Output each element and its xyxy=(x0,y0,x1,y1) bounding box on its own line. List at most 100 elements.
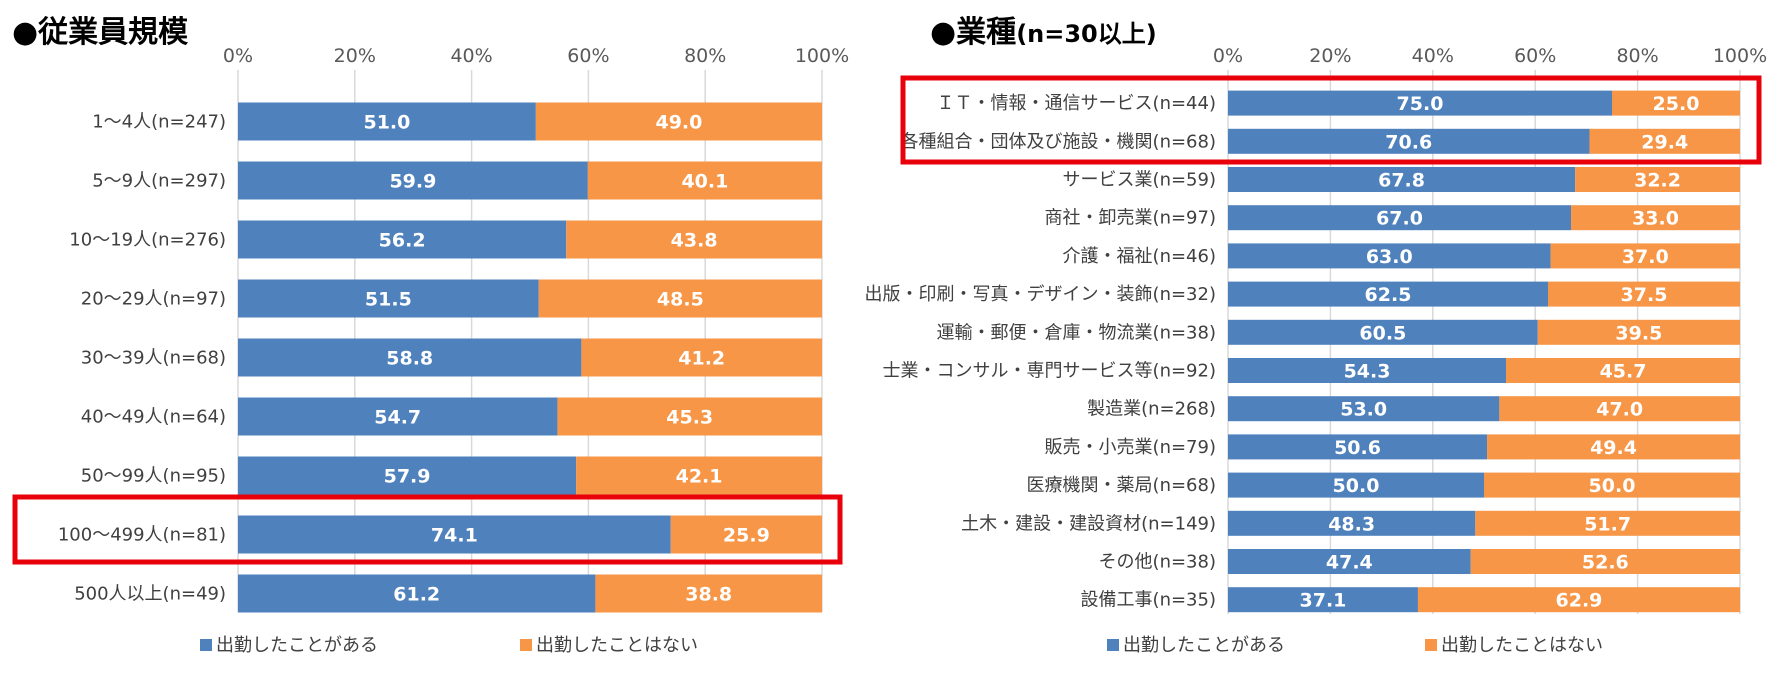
data-label: 67.0 xyxy=(1376,208,1423,230)
category-label: 各種組合・団体及び施設・機関(n=68) xyxy=(901,131,1216,152)
bar-segment-2 xyxy=(576,456,822,495)
legend-label: 出勤したことがある xyxy=(216,635,378,656)
category-label: ＩＴ・情報・通信サービス(n=44) xyxy=(937,93,1216,114)
bar-segment-2 xyxy=(1571,205,1740,231)
category-label: 製造業(n=268) xyxy=(1087,399,1216,420)
bar-segment-1 xyxy=(1228,205,1572,231)
x-tick-label: 40% xyxy=(1412,45,1454,67)
data-label: 37.0 xyxy=(1622,246,1669,268)
bar-segment-1 xyxy=(238,515,671,554)
data-label: 33.0 xyxy=(1632,208,1679,230)
x-tick-label: 20% xyxy=(1309,45,1351,67)
category-label: 出版・印刷・写真・デザイン・装飾(n=32) xyxy=(865,284,1216,305)
bar-segment-2 xyxy=(1417,587,1740,613)
bar-segment-2 xyxy=(1612,90,1740,116)
data-label: 47.0 xyxy=(1596,399,1643,421)
data-label: 43.8 xyxy=(671,230,718,252)
data-label: 39.5 xyxy=(1615,322,1662,344)
category-label: 医療機関・薬局(n=68) xyxy=(1027,475,1216,496)
category-label: 40～49人(n=64) xyxy=(81,407,226,428)
data-label: 50.0 xyxy=(1589,475,1636,497)
x-tick-label: 0% xyxy=(223,45,253,67)
data-label: 61.2 xyxy=(393,584,440,606)
data-label: 25.0 xyxy=(1653,93,1700,115)
category-label: 設備工事(n=35) xyxy=(1081,590,1216,611)
bar-segment-1 xyxy=(238,574,596,613)
legend-swatch-1 xyxy=(1107,639,1119,651)
bar-segment-1 xyxy=(238,279,539,318)
category-label: その他(n=38) xyxy=(1099,552,1216,573)
bar-segment-1 xyxy=(1228,510,1476,536)
bar-segment-2 xyxy=(538,279,822,318)
bar-segment-1 xyxy=(238,397,558,436)
bar-segment-2 xyxy=(587,161,822,200)
category-label: 1～4人(n=247) xyxy=(92,112,226,133)
data-label: 56.2 xyxy=(379,230,426,252)
data-label: 42.1 xyxy=(676,466,723,488)
category-label: 500人以上(n=49) xyxy=(74,584,226,605)
category-label: 販売・小売業(n=79) xyxy=(1045,437,1216,458)
data-label: 50.6 xyxy=(1334,437,1381,459)
legend-swatch-2 xyxy=(520,639,532,651)
x-tick-label: 40% xyxy=(450,45,492,67)
category-label: 運輸・郵便・倉庫・物流業(n=38) xyxy=(937,322,1216,343)
data-label: 54.3 xyxy=(1344,361,1391,383)
bar-segment-1 xyxy=(1228,243,1551,269)
data-label: 49.4 xyxy=(1590,437,1637,459)
bar-segment-2 xyxy=(1499,396,1740,422)
category-label: 30～39人(n=68) xyxy=(81,348,226,369)
category-label: サービス業(n=59) xyxy=(1063,170,1216,191)
data-label: 41.2 xyxy=(678,348,725,370)
data-label: 32.2 xyxy=(1634,170,1681,192)
data-label: 53.0 xyxy=(1340,399,1387,421)
data-label: 51.0 xyxy=(363,112,410,134)
x-tick-label: 80% xyxy=(1616,45,1658,67)
bar-segment-2 xyxy=(566,220,822,259)
category-label: 介護・福祉(n=46) xyxy=(1063,246,1216,267)
data-label: 38.8 xyxy=(685,584,732,606)
category-label: 5～9人(n=297) xyxy=(92,171,226,192)
chart-title: ●従業員規模 xyxy=(12,15,188,50)
bar-segment-1 xyxy=(238,456,577,495)
highlight-box xyxy=(900,75,1762,165)
bar-segment-1 xyxy=(1228,587,1418,613)
chart-1: ●従業員規模 0% 20% 40% 60% 80% 100% 1～4人(n=247) 51.0 4… xyxy=(12,15,849,656)
data-label: 60.5 xyxy=(1359,322,1406,344)
bar-segment-1 xyxy=(238,161,588,200)
bar-segment-2 xyxy=(1506,358,1740,383)
chart-title-main: ●業種 xyxy=(930,15,1016,50)
bar-segment-1 xyxy=(1228,549,1471,574)
data-label: 47.4 xyxy=(1326,552,1373,574)
bar-segment-1 xyxy=(238,220,567,259)
bar-segment-2 xyxy=(1550,243,1740,269)
bar-segment-1 xyxy=(1228,319,1538,345)
chart-2: ●業種(n=30以上) 0% 20% 40% 60% 80% 100% ＩＴ・情報・通信サービ… xyxy=(865,15,1768,656)
data-label: 52.6 xyxy=(1582,552,1629,574)
category-label: 10～19人(n=276) xyxy=(69,230,226,251)
data-label: 29.4 xyxy=(1641,131,1688,153)
data-label: 37.1 xyxy=(1300,590,1347,612)
bar-segment-1 xyxy=(1228,167,1576,192)
x-tick-label: 80% xyxy=(684,45,726,67)
bar-segment-2 xyxy=(1548,281,1740,307)
bar-segment-1 xyxy=(1228,128,1590,154)
category-label: 20～29人(n=97) xyxy=(81,289,226,310)
data-label: 70.6 xyxy=(1385,131,1432,153)
data-label: 54.7 xyxy=(374,407,421,429)
category-label: 商社・卸売業(n=97) xyxy=(1045,208,1216,229)
category-label: 士業・コンサル・専門サービス等(n=92) xyxy=(883,361,1216,382)
data-label: 59.9 xyxy=(389,171,436,193)
bar-segment-2 xyxy=(1484,472,1740,498)
legend-swatch-2 xyxy=(1425,639,1437,651)
data-label: 45.3 xyxy=(666,407,713,429)
data-label: 51.5 xyxy=(365,289,412,311)
bar-segment-1 xyxy=(1228,396,1500,422)
data-label: 48.3 xyxy=(1328,513,1375,535)
x-tick-label: 60% xyxy=(567,45,609,67)
chart-title: ●業種(n=30以上) xyxy=(930,15,1157,50)
bar-segment-1 xyxy=(238,102,536,141)
bar-segment-1 xyxy=(1228,358,1507,383)
bar-segment-2 xyxy=(535,102,822,141)
data-label: 25.9 xyxy=(723,525,770,547)
